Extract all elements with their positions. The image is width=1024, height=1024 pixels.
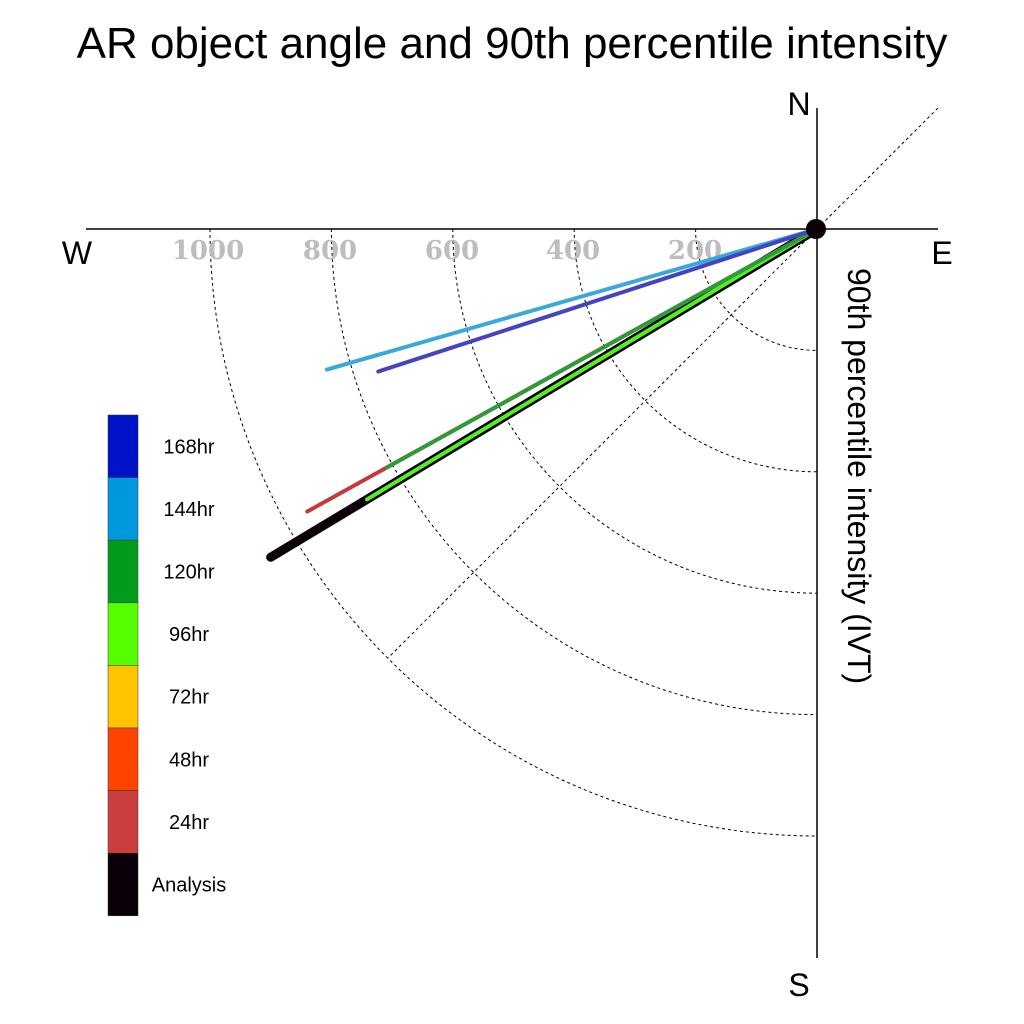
tick-label-400: 400 bbox=[546, 236, 600, 266]
north-label: N bbox=[787, 86, 810, 122]
chart-title: AR object angle and 90th percentile inte… bbox=[77, 19, 948, 68]
legend-swatch-48hr bbox=[107, 727, 139, 791]
east-label: E bbox=[931, 235, 952, 271]
legend: 168hr 144hr 120hr 96hr 72hr 48hr 24hr Analysis bbox=[107, 414, 226, 917]
south-label: S bbox=[788, 967, 809, 1003]
legend-swatch-144hr bbox=[107, 477, 139, 541]
forecast-vectors bbox=[266, 224, 822, 562]
legend-label-96hr: 96hr bbox=[169, 624, 209, 646]
legend-swatch-96hr bbox=[107, 602, 139, 666]
diagonal-guide-sw bbox=[387, 228, 818, 659]
legend-swatch-analysis bbox=[107, 852, 139, 917]
ring-600 bbox=[452, 228, 818, 594]
legend-swatch-72hr bbox=[107, 665, 139, 729]
legend-swatch-24hr bbox=[107, 790, 139, 854]
tick-label-1000: 1000 bbox=[172, 236, 244, 266]
ring-800 bbox=[330, 228, 818, 716]
tick-label-600: 600 bbox=[425, 236, 479, 266]
legend-swatch-168hr bbox=[107, 414, 139, 478]
west-label: W bbox=[62, 235, 93, 271]
y-axis-label: 90th percentile intensity (IVT) bbox=[841, 268, 877, 684]
legend-label-24hr: 24hr bbox=[169, 812, 209, 834]
vector-120hr bbox=[384, 227, 819, 470]
legend-swatch-120hr bbox=[107, 539, 139, 604]
legend-label-analysis: Analysis bbox=[152, 875, 226, 897]
legend-label-168hr: 168hr bbox=[163, 436, 214, 458]
diagonal-guide-ne bbox=[816, 105, 941, 230]
vector-96hr bbox=[364, 227, 819, 502]
vector-144hr bbox=[324, 227, 819, 372]
legend-label-120hr: 120hr bbox=[163, 562, 214, 584]
chart-grid bbox=[209, 228, 818, 837]
radial-tick-labels: 1000 800 600 400 200 bbox=[172, 236, 722, 266]
legend-label-48hr: 48hr bbox=[169, 749, 209, 771]
ring-400 bbox=[573, 228, 818, 473]
origin-marker bbox=[806, 219, 826, 239]
ring-200 bbox=[695, 228, 818, 351]
vector-168hr bbox=[376, 227, 819, 374]
tick-label-800: 800 bbox=[303, 236, 357, 266]
legend-label-144hr: 144hr bbox=[163, 499, 214, 521]
legend-label-72hr: 72hr bbox=[169, 687, 209, 709]
